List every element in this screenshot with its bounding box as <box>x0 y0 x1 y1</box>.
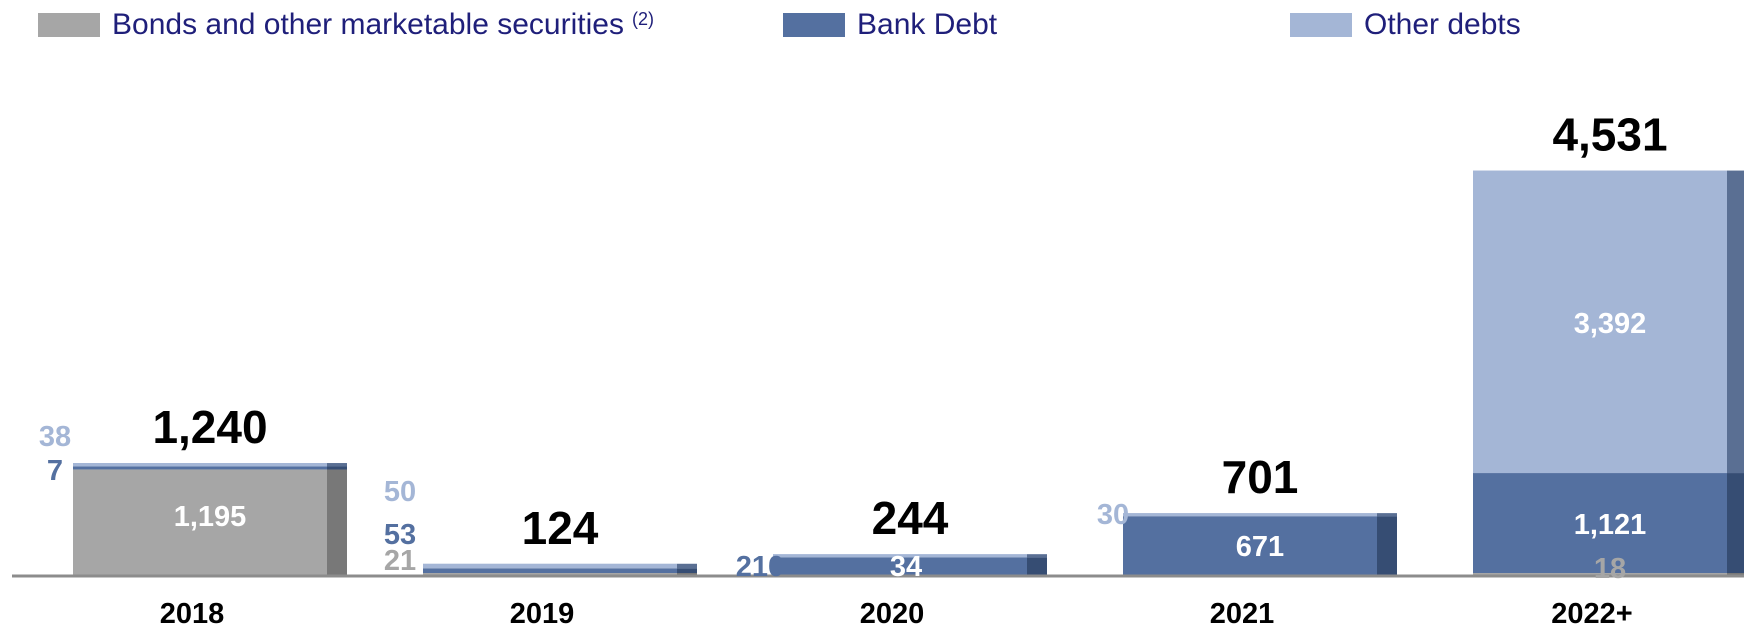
bar-shade-bank-2020 <box>1027 557 1047 576</box>
legend-label-bank-debt: Bank Debt <box>857 8 998 41</box>
bar-top-2019 <box>423 563 677 567</box>
legend-item-bonds: Bonds and other marketable securities (2… <box>38 8 654 42</box>
legend-swatch-bonds <box>38 13 100 37</box>
bar-bank-2022-plus <box>1473 473 1744 573</box>
legend-swatch-other-debts <box>1290 13 1352 37</box>
x-tick-label-2022-plus: 2022+ <box>1551 598 1632 624</box>
bar-top-2018 <box>73 463 327 467</box>
bars-group <box>73 170 1744 576</box>
data-label-bank-2019: 53 <box>384 519 416 551</box>
x-tick-label-2019: 2019 <box>510 598 575 624</box>
legend-note-bonds: (2) <box>631 8 654 29</box>
bar-bank-2019 <box>423 568 697 573</box>
data-label-other-2022-plus: 3,392 <box>1574 308 1647 340</box>
total-label-2020: 244 <box>872 492 949 544</box>
data-label-other-2021: 30 <box>1097 499 1129 531</box>
bar-shade-bank-2022-plus <box>1727 473 1744 573</box>
data-label-bank-2020: 210 <box>736 551 784 583</box>
data-label-bank-2018: 7 <box>47 455 63 487</box>
data-label-bonds-2022-plus: 18 <box>1594 553 1626 585</box>
bar-shade-bonds-2018 <box>327 469 347 576</box>
legend-item-bank-debt: Bank Debt <box>783 8 997 42</box>
bar-shade-other-2022-plus <box>1727 170 1744 474</box>
bar-shade-bank-2019 <box>677 568 697 573</box>
bar-shade-other-2018 <box>327 463 347 467</box>
data-label-bank-2021: 671 <box>1236 531 1284 563</box>
bar-top-2020 <box>773 554 1027 558</box>
bar-bank-2021 <box>1123 516 1397 576</box>
legend-label-bonds: Bonds and other marketable securities <box>112 8 624 41</box>
bar-other-2022-plus <box>1473 170 1744 474</box>
data-label-bonds-2019: 21 <box>384 545 416 577</box>
x-tick-label-2018: 2018 <box>160 598 225 624</box>
bar-shade-bank-2021 <box>1377 516 1397 576</box>
data-label-bank-2022-plus: 1,121 <box>1574 509 1647 541</box>
bar-shade-bank-2018 <box>327 466 347 470</box>
bar-bank-2018 <box>73 466 347 470</box>
bar-shade-other-2020 <box>1027 554 1047 558</box>
bar-top-2021 <box>1123 513 1377 517</box>
x-tick-label-2020: 2020 <box>860 598 925 624</box>
total-label-2021: 701 <box>1222 451 1299 503</box>
data-label-other-2020: 34 <box>890 551 922 583</box>
legend-item-other-debts: Other debts <box>1290 8 1521 42</box>
bar-bonds-2018 <box>73 469 347 576</box>
data-label-other-2018: 38 <box>39 421 71 453</box>
bar-shade-other-2021 <box>1377 513 1397 517</box>
bar-shade-other-2019 <box>677 563 697 569</box>
total-label-2019: 124 <box>522 502 599 554</box>
data-label-other-2019: 50 <box>384 476 416 508</box>
legend-label-other-debts: Other debts <box>1364 8 1521 41</box>
data-label-bonds-2018: 1,195 <box>174 501 247 533</box>
x-tick-label-2021: 2021 <box>1210 598 1275 624</box>
total-label-2022-plus: 4,531 <box>1552 109 1667 161</box>
bar-top-2022-plus <box>1473 170 1727 174</box>
bar-bank-2020 <box>773 557 1047 576</box>
legend-swatch-bank-debt <box>783 13 845 37</box>
total-label-2018: 1,240 <box>152 401 267 453</box>
